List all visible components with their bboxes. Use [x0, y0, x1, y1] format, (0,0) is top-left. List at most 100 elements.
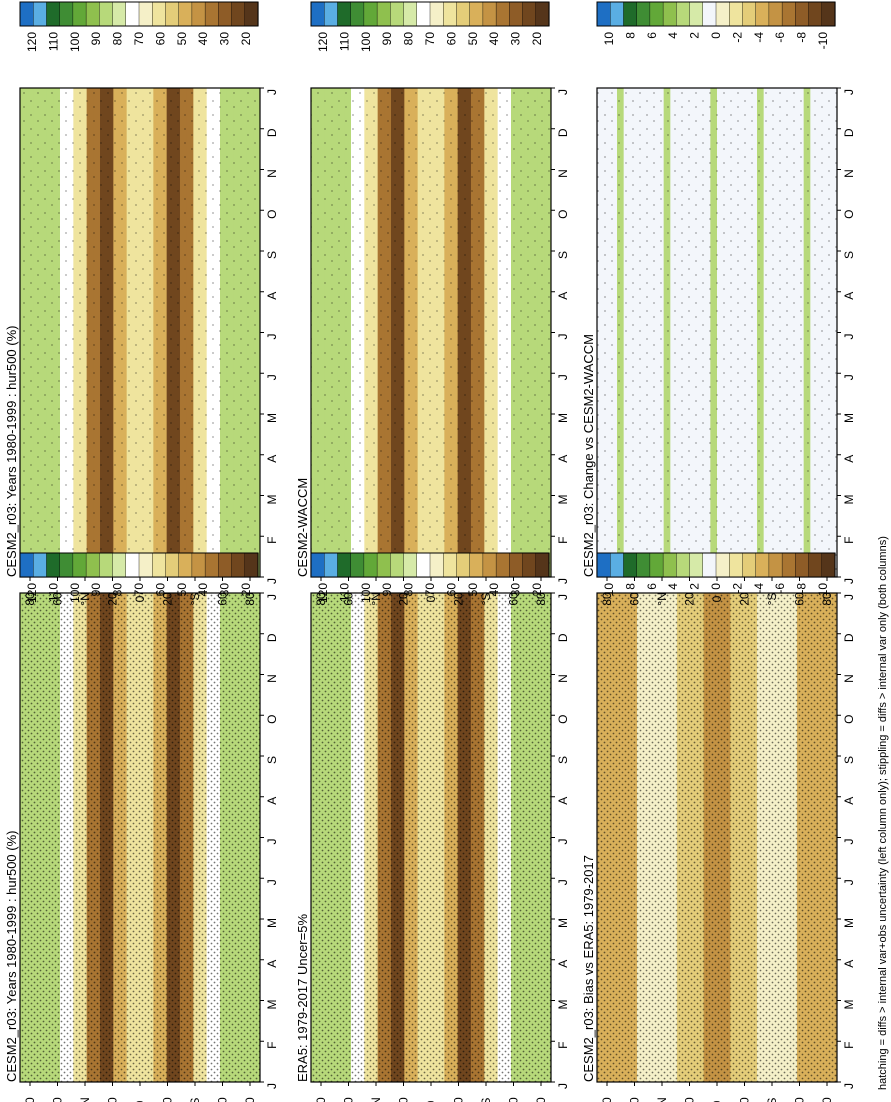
colorbar-swatch [310, 552, 325, 578]
colorbar-swatch [125, 1, 140, 27]
month-label: J [556, 839, 570, 845]
lat-label: °N [655, 1097, 669, 1102]
lat-label: 20 [161, 1097, 175, 1102]
month-label: S [556, 756, 570, 764]
lat-label: 20 [397, 1097, 411, 1102]
lat-label: 0 [424, 595, 438, 602]
colorbar-swatch [178, 1, 193, 27]
lat-label: 60 [507, 1097, 521, 1102]
colorbar-swatch [165, 552, 180, 578]
lat-label: 20 [161, 592, 175, 606]
colorbar-tr: 120 110 100 90 80 70 60 50 40 30 20 [19, 1, 259, 52]
lat-label: 80 [820, 592, 834, 606]
lat-label: 20 [106, 1097, 120, 1102]
panel-title: CESM2_r03: Bias vs ERA5: 1979-2017 [581, 855, 596, 1082]
colorbar-swatch [702, 552, 717, 578]
colorbar-swatch [676, 552, 691, 578]
colorbar-tick-label: 40 [196, 583, 210, 597]
month-label: O [842, 715, 856, 724]
colorbar-swatch [376, 1, 391, 27]
colorbar-swatch [191, 552, 206, 578]
colorbar-swatch [469, 552, 484, 578]
colorbar-swatch [46, 1, 61, 27]
month-label: J [265, 1083, 279, 1089]
month-label: D [265, 633, 279, 642]
colorbar-frame [19, 552, 259, 578]
lat-label: 60 [51, 1097, 65, 1102]
colorbar-tick-label: 120 [25, 32, 39, 52]
colorbar-tick-label: 90 [380, 583, 394, 597]
month-label: J [842, 578, 856, 584]
lat-label: °S [188, 1098, 202, 1102]
month-label: N [556, 169, 570, 178]
month-label: J [265, 594, 279, 600]
lat-label: 80 [23, 1097, 37, 1102]
month-label: D [842, 633, 856, 642]
month-label: N [265, 169, 279, 178]
month-label: A [265, 797, 279, 805]
colorbar-swatch [350, 552, 365, 578]
colorbar-swatch [390, 552, 405, 578]
lat-label: 20 [452, 1097, 466, 1102]
colorbar-swatch [416, 552, 431, 578]
month-label: F [265, 1042, 279, 1049]
lat-label: 80 [534, 1097, 548, 1102]
colorbar-swatch [204, 1, 219, 27]
panel-tr: CESM2_r03: Years 1980-1999 : hur500 (%) J… [4, 87, 279, 606]
colorbar-tick-label: 4 [666, 32, 680, 39]
colorbar-tick-label: 80 [402, 583, 416, 597]
month-label: J [842, 594, 856, 600]
lat-label: °N [655, 592, 669, 605]
month-label: A [265, 960, 279, 968]
month-label: D [556, 633, 570, 642]
colorbar-swatch [821, 1, 836, 27]
colorbar-swatch [795, 1, 810, 27]
month-label: F [842, 537, 856, 544]
colorbar-tick-label: 10 [602, 583, 616, 597]
colorbar-swatch [231, 1, 246, 27]
colorbar-tick-label: 50 [175, 583, 189, 597]
lat-label: °S [765, 1098, 779, 1102]
colorbar-swatch [610, 552, 625, 578]
lat-label: 80 [23, 592, 37, 606]
colorbar-swatch [125, 552, 140, 578]
lat-label: 80 [314, 1097, 328, 1102]
colorbar-tick-label: 110 [46, 32, 60, 51]
colorbar-swatch [649, 1, 664, 27]
colorbar-swatch [429, 552, 444, 578]
colorbar-tick-label: 6 [645, 583, 659, 590]
lat-label: 0 [133, 1100, 147, 1102]
month-label: J [265, 578, 279, 584]
colorbar-swatch [495, 1, 510, 27]
lat-label: 80 [243, 1097, 257, 1102]
colorbar-tl: 120 110 100 90 80 70 60 50 40 30 20 [19, 552, 259, 603]
colorbar-tick-label: 110 [337, 32, 351, 51]
colorbar-frame [596, 552, 836, 578]
month-label: A [842, 797, 856, 805]
month-label: M [265, 413, 279, 423]
lat-label: 60 [793, 592, 807, 606]
panel-br: CESM2_r03: Change vs CESM2-WACCM J F M A M J J A… [581, 87, 856, 606]
lat-label: 0 [710, 1100, 724, 1102]
month-label: J [265, 839, 279, 845]
colorbar-swatch [482, 552, 497, 578]
lat-label: °S [188, 593, 202, 606]
month-label: F [556, 537, 570, 544]
month-label: A [265, 292, 279, 300]
month-label: J [556, 594, 570, 600]
colorbar-tick-label: 100 [68, 32, 82, 52]
colorbar-swatch [85, 1, 100, 27]
colorbar-tick-label: 90 [89, 583, 103, 597]
month-label: M [265, 918, 279, 928]
panel-title: CESM2_r03: Change vs CESM2-WACCM [581, 334, 596, 577]
colorbar-swatch [390, 1, 405, 27]
panel-title: CESM2_r03: Years 1980-1999 : hur500 (%) [4, 831, 19, 1083]
colorbar-tick-label: 30 [218, 32, 232, 46]
month-label: S [265, 251, 279, 259]
colorbar-tick-label: 8 [623, 32, 637, 39]
colorbar-swatch [623, 1, 638, 27]
stippling [597, 88, 837, 577]
month-label: D [265, 128, 279, 137]
lat-label: 0 [133, 595, 147, 602]
